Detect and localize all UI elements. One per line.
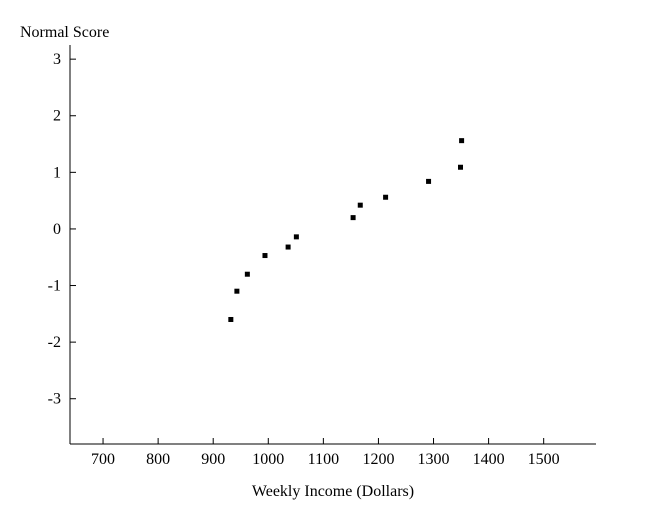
plot-area: 700 800 900 1000 1100 1200 1300 1400 1500 3 2 1 0 -1… xyxy=(48,45,596,468)
data-point xyxy=(293,234,299,240)
y-tick-label: 2 xyxy=(53,108,61,125)
data-points xyxy=(228,138,465,322)
data-point xyxy=(459,138,465,144)
x-tick-label: 800 xyxy=(146,451,170,468)
data-point xyxy=(228,316,234,322)
y-tick-label: -2 xyxy=(48,334,61,351)
data-point xyxy=(262,253,268,259)
x-tick-label: 1400 xyxy=(473,451,505,468)
x-tick-label: 700 xyxy=(91,451,115,468)
data-point xyxy=(350,215,356,221)
y-tick-label: -3 xyxy=(48,391,61,408)
x-tick-label: 900 xyxy=(201,451,225,468)
data-point xyxy=(244,271,250,277)
y-tick-label: 1 xyxy=(53,164,61,181)
y-tick-label: -1 xyxy=(48,278,61,295)
y-ticks: 3 2 1 0 -1 -2 -3 xyxy=(48,51,76,408)
x-tick-label: 1300 xyxy=(418,451,450,468)
x-axis-title: Weekly Income (Dollars) xyxy=(252,483,414,500)
x-tick-label: 1200 xyxy=(362,451,394,468)
y-tick-label: 0 xyxy=(53,221,61,238)
y-tick-label: 3 xyxy=(53,51,61,68)
data-point xyxy=(285,244,291,250)
y-axis-title: Normal Score xyxy=(20,24,109,41)
data-point xyxy=(383,194,389,200)
data-point xyxy=(234,288,240,294)
data-point xyxy=(426,178,432,184)
x-tick-label: 1500 xyxy=(528,451,560,468)
data-point xyxy=(458,164,464,170)
x-ticks: 700 800 900 1000 1100 1200 1300 1400 1500 xyxy=(91,438,560,468)
data-point xyxy=(357,202,363,208)
x-tick-label: 1000 xyxy=(252,451,284,468)
x-tick-label: 1100 xyxy=(308,451,339,468)
